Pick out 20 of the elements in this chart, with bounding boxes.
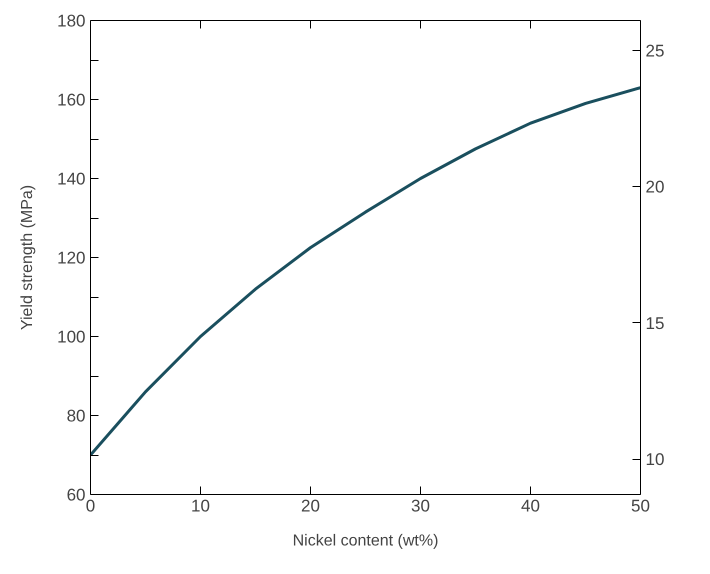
x-tick-label: 10 (191, 496, 210, 516)
x-tick-label: 50 (631, 496, 650, 516)
line-series (90, 86, 640, 456)
y2-tick-label: 25 (646, 41, 664, 60)
y2-tick-label: 20 (646, 178, 664, 197)
x-tick-label: 30 (411, 496, 430, 516)
y-tick-label: 180 (57, 12, 86, 30)
x-tick-label: 0 (86, 496, 96, 516)
x-tick-label: 20 (301, 496, 320, 516)
y-tick-label: 140 (57, 170, 86, 188)
y-tick-label: 160 (57, 90, 86, 110)
x-tick-label: 40 (521, 496, 540, 516)
y-tick-label: 120 (57, 248, 86, 268)
x-axis-title: Nickel content (wt%) (292, 532, 438, 550)
y-tick-label: 60 (66, 486, 86, 504)
y2-tick-label: 10 (646, 450, 664, 470)
y-tick-label: 80 (66, 406, 86, 426)
y2-tick-label: 15 (646, 314, 664, 333)
y-tick-label: 100 (57, 328, 86, 346)
y-axis-title: Yield strength (MPa) (19, 184, 36, 330)
